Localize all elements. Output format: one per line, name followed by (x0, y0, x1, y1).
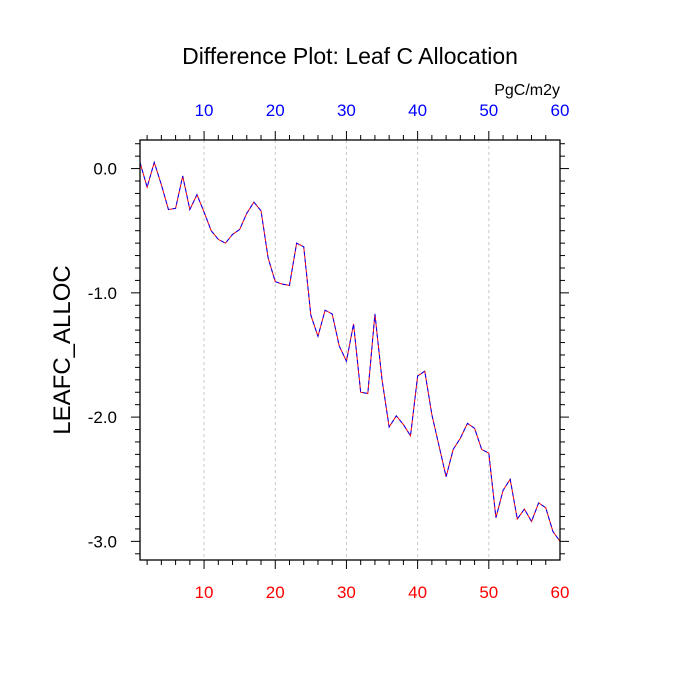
x-tick-label-bottom: 20 (266, 583, 285, 602)
axis-ticks (131, 131, 569, 569)
tick-labels: 10 10 20 20 30 30 40 40 50 50 60 60 0.0 -1.0 -2.0 -3.0 (88, 101, 570, 602)
x-tick-label-top: 20 (266, 101, 285, 120)
x-tick-label-top: 60 (551, 101, 570, 120)
y-axis-label: LEAFC_ALLOC (49, 265, 76, 434)
y-tick-label: -3.0 (88, 532, 117, 551)
x-tick-label-top: 10 (195, 101, 214, 120)
x-tick-label-top: 40 (408, 101, 427, 120)
top-axis-unit: PgC/m2y (494, 82, 560, 99)
x-tick-label-top: 50 (479, 101, 498, 120)
x-tick-label-bottom: 60 (551, 583, 570, 602)
x-tick-label-bottom: 50 (479, 583, 498, 602)
x-tick-label-top: 30 (337, 101, 356, 120)
y-tick-label: -1.0 (88, 284, 117, 303)
series-line-blue (139, 160, 561, 542)
y-tick-label: 0.0 (93, 160, 117, 179)
grid-lines (203, 140, 490, 560)
x-tick-label-bottom: 40 (408, 583, 427, 602)
chart-title: Difference Plot: Leaf C Allocation (182, 43, 518, 69)
x-tick-label-bottom: 30 (337, 583, 356, 602)
data-series (139, 160, 561, 542)
y-tick-label: -2.0 (88, 408, 117, 427)
series-line-red (139, 160, 561, 542)
plot-frame (139, 139, 561, 561)
x-tick-label-bottom: 10 (195, 583, 214, 602)
